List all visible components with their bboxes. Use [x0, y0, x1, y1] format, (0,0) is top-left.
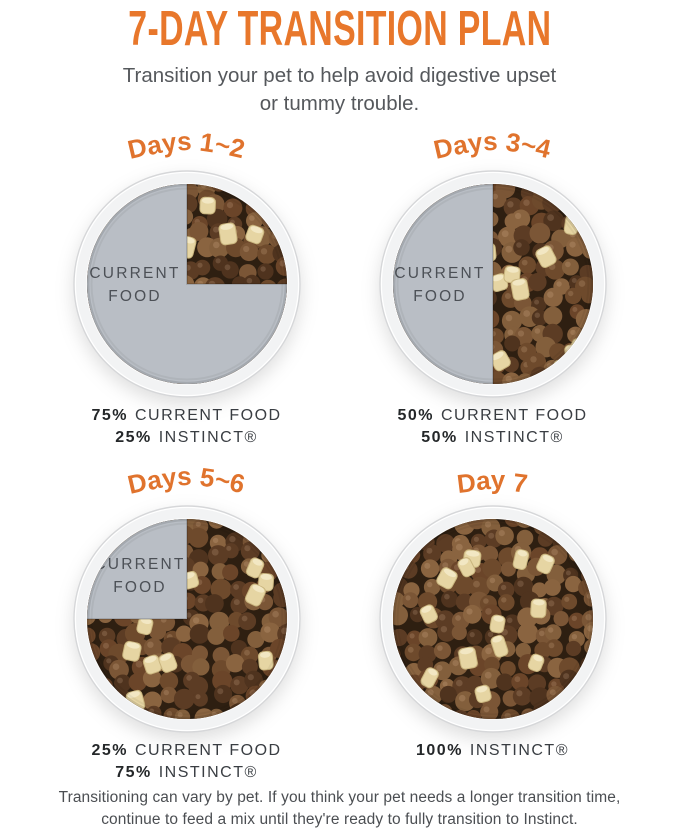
caption-text: INSTINCT®: [158, 764, 258, 781]
mix-caption-days-3-4: 50% CURRENT FOOD 50% INSTINCT®: [397, 405, 587, 449]
header: 7-DAY TRANSITION PLAN: [0, 0, 679, 56]
food-bowl-graphic-day-7: [378, 505, 607, 733]
caption-line: 25% INSTINCT®: [91, 427, 281, 449]
food-bowl-graphic-days-1-2: CURRENT FOOD: [72, 170, 301, 398]
caption-line: 75% CURRENT FOOD: [91, 405, 281, 427]
bowl-current-food-label: FOOD: [413, 288, 467, 305]
bowl-current-food-label: CURRENT: [394, 265, 485, 282]
caption-line: 50% INSTINCT®: [397, 427, 587, 449]
caption-pct: 50%: [397, 407, 434, 424]
caption-pct: 75%: [91, 407, 128, 424]
footer-line-2: continue to feed a mix until they're rea…: [101, 811, 578, 828]
mix-caption-day-7: 100% INSTINCT®: [416, 740, 569, 762]
caption-text: INSTINCT®: [464, 429, 564, 446]
food-bowl-graphic-days-5-6: CURRENT FOOD: [72, 505, 301, 733]
bowl-current-food-label: FOOD: [108, 288, 162, 305]
mix-caption-days-1-2: 75% CURRENT FOOD 25% INSTINCT®: [91, 405, 281, 449]
footer-line-1: Transitioning can vary by pet. If you th…: [58, 789, 621, 806]
caption-pct: 100%: [416, 742, 463, 759]
caption-line: 25% CURRENT FOOD: [91, 740, 281, 762]
caption-line: 100% INSTINCT®: [416, 740, 569, 762]
caption-text: INSTINCT®: [158, 429, 258, 446]
subtitle-line-1: Transition your pet to help avoid digest…: [122, 64, 557, 87]
page-title: 7-DAY TRANSITION PLAN: [127, 0, 552, 56]
caption-pct: 25%: [115, 429, 152, 446]
page-subtitle: Transition your pet to help avoid digest…: [0, 62, 679, 118]
bowl-current-food-label: FOOD: [113, 579, 167, 596]
caption-text: CURRENT FOOD: [134, 742, 282, 759]
footer-note: Transitioning can vary by pet. If you th…: [0, 787, 679, 831]
caption-pct: 25%: [91, 742, 128, 759]
caption-line: 50% CURRENT FOOD: [397, 405, 587, 427]
mix-caption-days-5-6: 25% CURRENT FOOD 75% INSTINCT®: [91, 740, 281, 784]
food-bowl-graphic-days-3-4: CURRENT FOOD: [378, 170, 607, 398]
caption-line: 75% INSTINCT®: [91, 762, 281, 784]
caption-text: INSTINCT®: [469, 742, 569, 759]
caption-text: CURRENT FOOD: [440, 407, 588, 424]
subtitle-line-2: or tummy trouble.: [259, 92, 420, 115]
caption-pct: 75%: [115, 764, 152, 781]
caption-pct: 50%: [421, 429, 458, 446]
bowl-current-food-label: CURRENT: [89, 265, 180, 282]
bowl-current-food-label: CURRENT: [94, 556, 185, 573]
caption-text: CURRENT FOOD: [134, 407, 282, 424]
